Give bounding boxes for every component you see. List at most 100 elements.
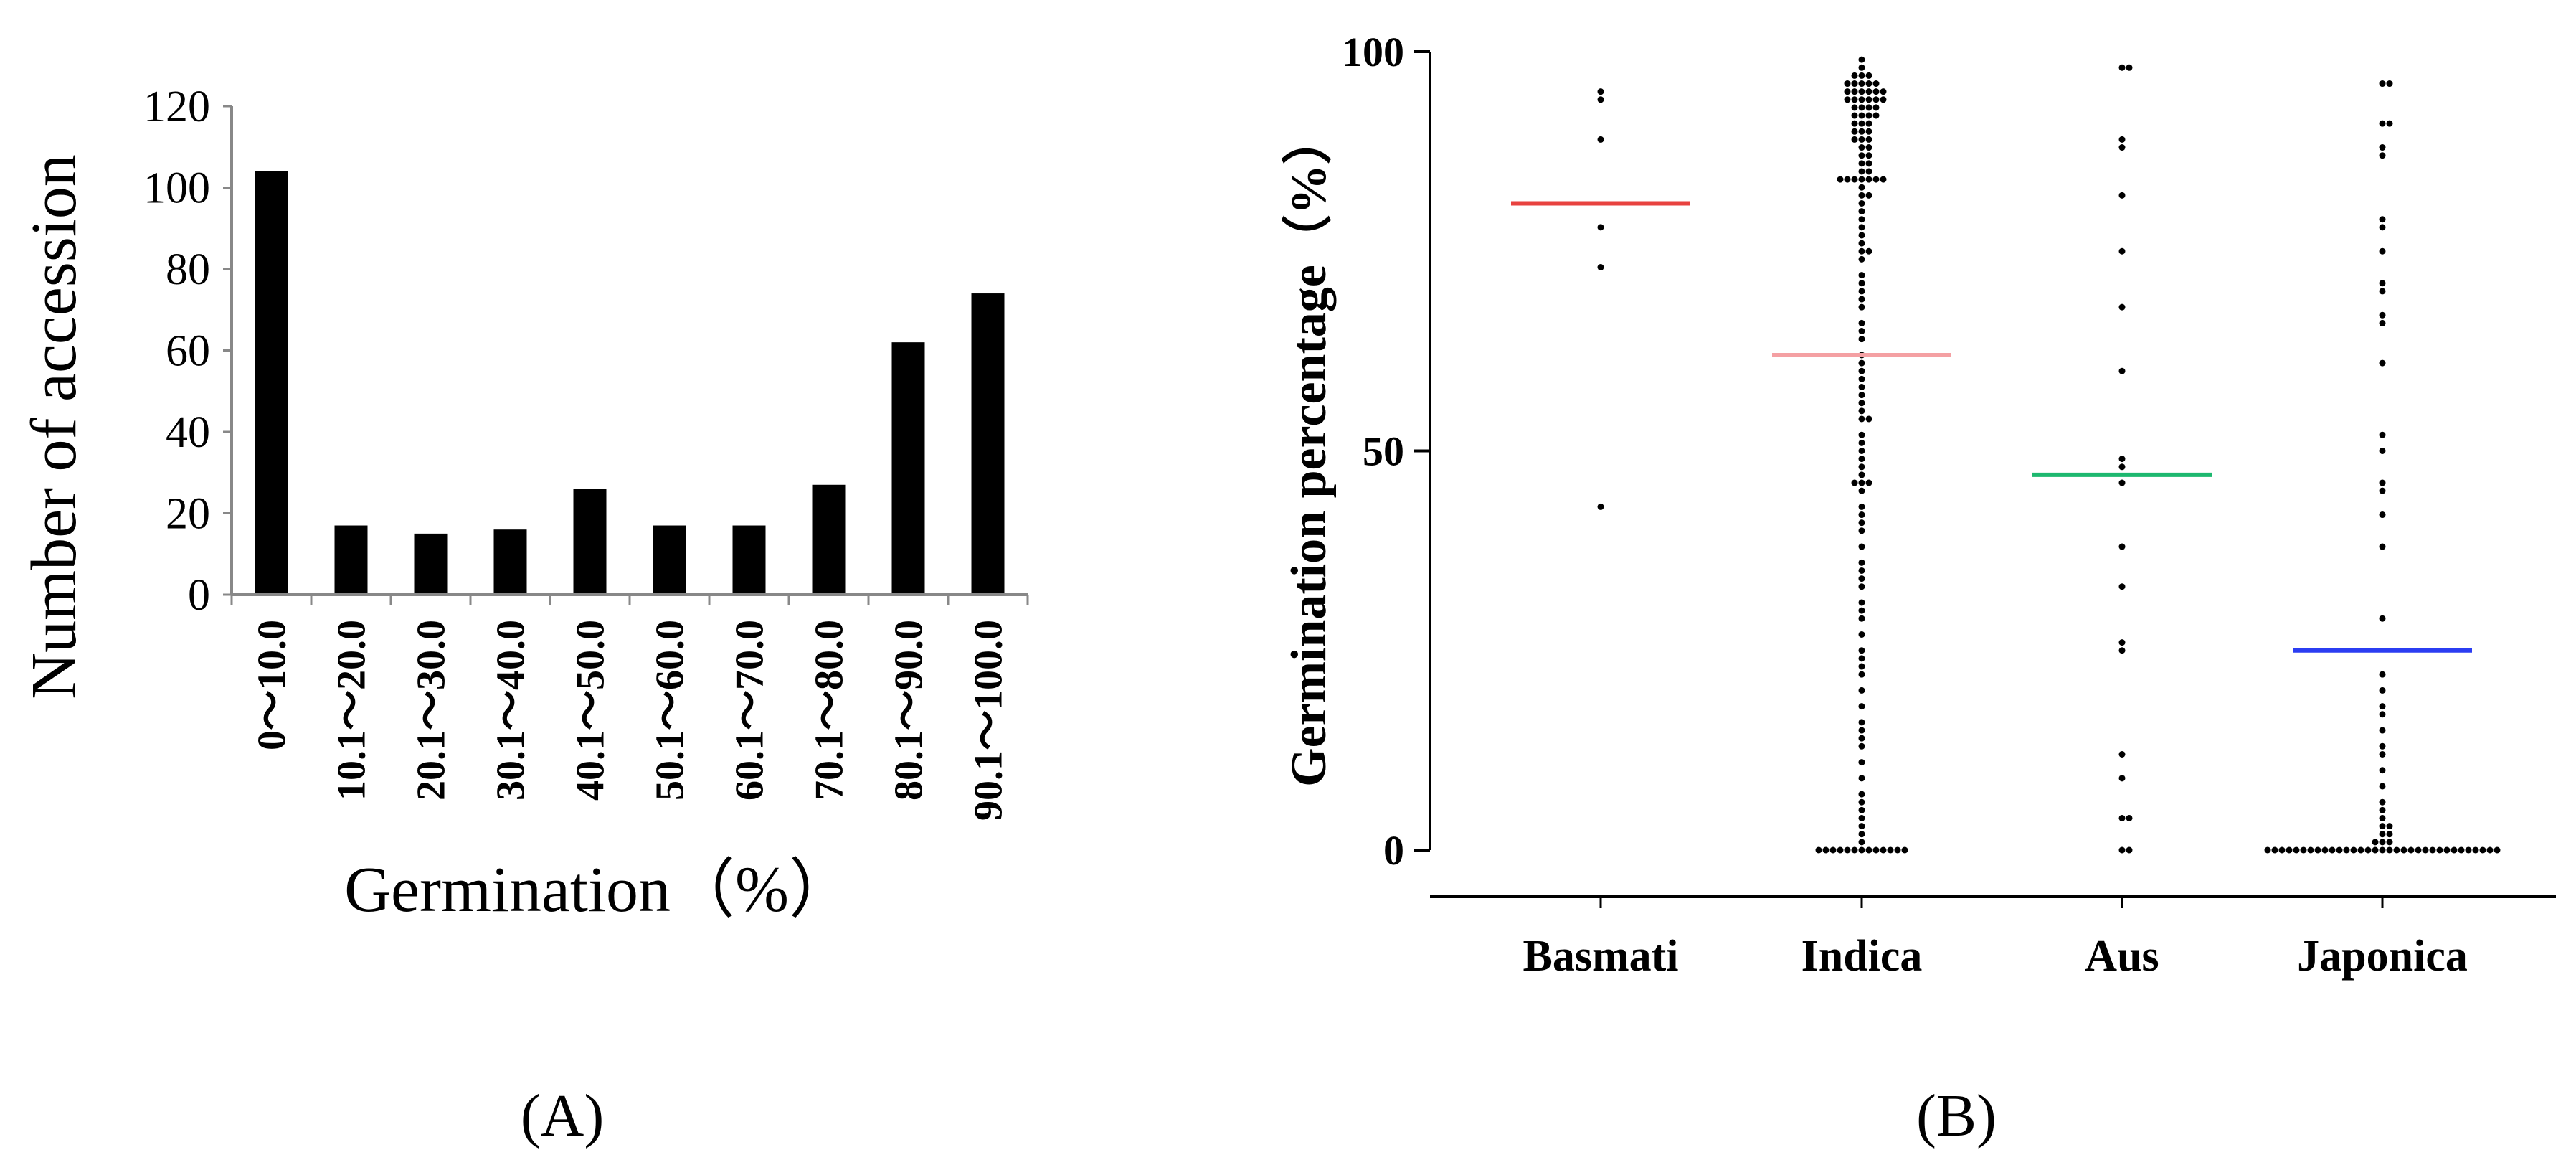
point-japonica	[2379, 839, 2386, 846]
category-label-japonica: Japonica	[2297, 932, 2468, 981]
point-indica	[1865, 80, 1872, 88]
point-indica	[1829, 846, 1837, 854]
point-indica	[1894, 846, 1901, 854]
point-indica	[1858, 719, 1865, 726]
point-indica	[1858, 655, 1865, 662]
point-indica	[1865, 120, 1872, 127]
y-tick-label: 0	[188, 571, 210, 620]
point-japonica	[2286, 846, 2293, 854]
point-japonica	[2379, 511, 2386, 519]
point-indica	[1858, 136, 1865, 143]
point-indica	[1858, 216, 1865, 223]
point-indica	[1858, 160, 1865, 167]
point-japonica	[2379, 224, 2386, 231]
point-indica	[1844, 846, 1851, 854]
x-tick-label-4: 40.1～50.0	[569, 620, 613, 801]
point-indica	[1858, 735, 1865, 742]
point-indica	[1858, 742, 1865, 750]
point-indica	[1865, 247, 1872, 255]
point-indica	[1880, 88, 1887, 95]
point-indica	[1858, 647, 1865, 654]
point-japonica	[2379, 487, 2386, 494]
point-indica	[1858, 567, 1865, 574]
point-indica	[1858, 392, 1865, 399]
point-indica	[1858, 367, 1865, 374]
x-tick-label-3: 30.1～40.0	[489, 620, 534, 801]
point-japonica	[2386, 80, 2393, 88]
point-indica	[1858, 559, 1865, 566]
point-aus	[2126, 846, 2133, 854]
point-indica	[1858, 400, 1865, 407]
point-japonica	[2271, 846, 2278, 854]
point-indica	[1880, 846, 1887, 854]
point-japonica	[2379, 280, 2386, 287]
point-indica	[1815, 846, 1822, 854]
point-indica	[1865, 96, 1872, 103]
point-indica	[1851, 112, 1858, 119]
point-japonica	[2343, 846, 2350, 854]
x-tick-label-1: 10.1～20.0	[330, 620, 374, 801]
point-indica	[1858, 176, 1865, 183]
category-label-aus: Aus	[2085, 932, 2159, 981]
point-japonica	[2465, 846, 2472, 854]
point-indica	[1837, 846, 1844, 854]
bar-9	[971, 293, 1005, 595]
point-japonica	[2386, 831, 2393, 838]
bar-6	[732, 525, 766, 595]
point-japonica	[2336, 846, 2343, 854]
point-indica	[1858, 519, 1865, 527]
point-indica	[1858, 64, 1865, 71]
point-japonica	[2321, 846, 2329, 854]
point-indica	[1858, 527, 1865, 534]
point-japonica	[2415, 846, 2422, 854]
point-japonica	[2379, 615, 2386, 622]
point-japonica	[2329, 846, 2336, 854]
histogram-panel-a: 0 20 40 60 80 100 120 0～10.0 10.1～20.0 20.1～30.0…	[19, 82, 1029, 1149]
point-indica	[1858, 806, 1865, 813]
point-indica	[1858, 479, 1865, 486]
point-indica	[1851, 72, 1858, 79]
point-aus	[2118, 303, 2126, 311]
point-indica	[1858, 272, 1865, 279]
point-japonica	[2443, 846, 2450, 854]
point-indica	[1851, 96, 1858, 103]
point-indica	[1851, 88, 1858, 95]
y-tick-label: 80	[166, 245, 210, 294]
point-indica	[1880, 96, 1887, 103]
point-japonica	[2379, 216, 2386, 223]
point-indica	[1858, 96, 1865, 103]
bar-8	[891, 342, 925, 595]
point-aus	[2118, 456, 2126, 463]
point-indica	[1872, 88, 1880, 95]
point-japonica	[2379, 831, 2386, 838]
point-indica	[1858, 415, 1865, 423]
point-indica	[1858, 80, 1865, 88]
point-japonica	[2379, 431, 2386, 438]
point-indica	[1851, 120, 1858, 127]
x-tick-label-7: 70.1～80.0	[808, 620, 852, 801]
point-japonica	[2379, 727, 2386, 734]
x-tick-label-8: 80.1～90.0	[887, 620, 932, 801]
point-indica	[1865, 72, 1872, 79]
point-aus	[2118, 647, 2126, 654]
point-aus	[2118, 367, 2126, 374]
point-basmati	[1597, 88, 1604, 95]
x-tick-label-6: 60.1～70.0	[728, 620, 772, 801]
point-indica	[1858, 503, 1865, 510]
point-indica	[1858, 471, 1865, 478]
point-indica	[1872, 96, 1880, 103]
x-tick-label-9: 90.1～100.0	[967, 620, 1011, 821]
histogram-x-axis-title: Germination（%）	[344, 854, 853, 925]
point-indica	[1858, 846, 1865, 854]
point-indica	[1858, 208, 1865, 215]
point-japonica	[2379, 711, 2386, 718]
point-indica	[1865, 128, 1872, 135]
point-indica	[1858, 152, 1865, 159]
x-tick-label-5: 50.1～60.0	[648, 620, 693, 801]
point-indica	[1858, 192, 1865, 199]
point-indica	[1865, 144, 1872, 151]
point-indica	[1851, 136, 1858, 143]
bar-0	[255, 171, 288, 595]
point-indica	[1858, 144, 1865, 151]
point-indica	[1822, 846, 1829, 854]
